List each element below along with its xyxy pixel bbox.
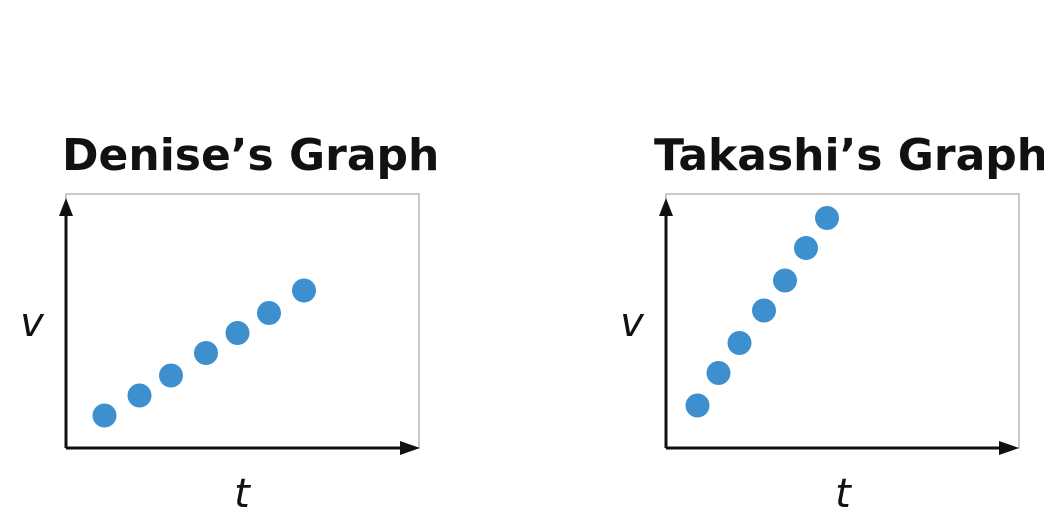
- denise-chart: Denise’s Graph v t: [20, 130, 439, 517]
- plot-frame: [665, 193, 1020, 449]
- data-point: [159, 363, 183, 388]
- data-point: [92, 403, 117, 428]
- data-points: [92, 278, 316, 428]
- x-axis-label: t: [234, 471, 251, 517]
- chart-title: Takashi’s Graph: [654, 130, 1044, 181]
- data-point: [773, 268, 797, 293]
- plot-frame: [65, 193, 420, 449]
- chart-panel-takashi: Takashi’s Graph v t: [522, 0, 1044, 522]
- data-point: [794, 236, 818, 260]
- x-axis-label: t: [835, 471, 852, 517]
- y-axis-arrowhead: [59, 198, 73, 216]
- data-point: [127, 383, 152, 408]
- takashi-chart: Takashi’s Graph v t: [620, 130, 1044, 517]
- data-point: [727, 331, 752, 355]
- y-axis-arrowhead: [659, 198, 673, 216]
- x-axis-arrowhead: [400, 441, 420, 455]
- data-point: [292, 278, 316, 303]
- y-axis-label: v: [620, 300, 645, 346]
- data-point: [706, 361, 731, 385]
- data-points: [685, 206, 839, 418]
- data-point: [685, 393, 710, 418]
- x-axis-arrowhead: [999, 441, 1019, 455]
- data-point: [225, 321, 250, 345]
- data-point: [257, 301, 281, 325]
- y-axis-label: v: [20, 300, 45, 346]
- data-point: [194, 341, 218, 365]
- data-point: [752, 298, 776, 323]
- data-point: [815, 206, 839, 230]
- chart-title: Denise’s Graph: [62, 130, 439, 181]
- chart-panel-denise: Denise’s Graph v t: [20, 130, 439, 517]
